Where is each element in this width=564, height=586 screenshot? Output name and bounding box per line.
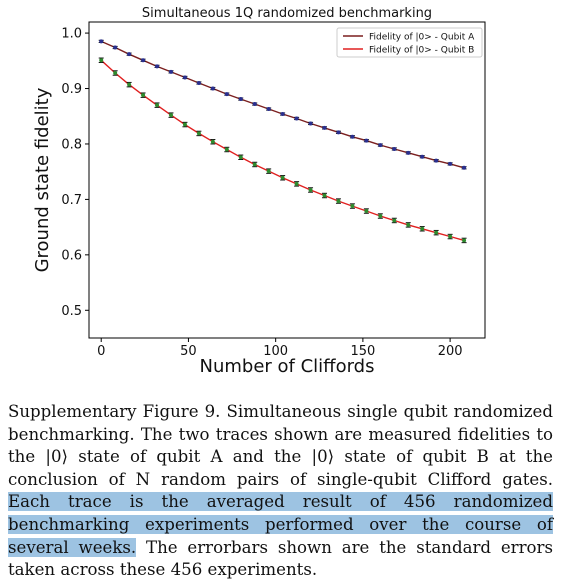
y-axis-label: Ground state fidelity (32, 87, 53, 272)
caption-text: Supplementary Figure 9. Simultaneous sin… (8, 402, 553, 489)
figure-caption: Supplementary Figure 9. Simultaneous sin… (8, 401, 553, 582)
y-tick-label: 0.5 (61, 304, 82, 319)
data-point (252, 102, 257, 107)
data-point (210, 139, 215, 144)
data-point (196, 80, 201, 85)
y-tick-label: 1.0 (61, 27, 82, 42)
data-point (224, 147, 229, 152)
x-tick-label: 0 (97, 344, 105, 359)
data-point (168, 69, 173, 74)
data-point (127, 82, 132, 87)
caption-text-end: The errorbars shown are the standard err… (8, 537, 553, 580)
chart-title: Simultaneous 1Q randomized benchmarking (142, 6, 432, 21)
data-point (462, 238, 467, 243)
x-tick-label: 100 (263, 344, 288, 359)
data-point (224, 92, 229, 97)
data-point (406, 222, 411, 227)
y-tick-label: 0.9 (61, 82, 82, 97)
data-point (420, 226, 425, 231)
data-point (210, 86, 215, 91)
series-qubit-a (98, 39, 467, 170)
data-point (280, 175, 285, 180)
legend-label-qubit-b: Fidelity of |0> - Qubit B (369, 46, 474, 56)
data-point (448, 161, 453, 166)
data-point (308, 187, 313, 192)
legend-label-qubit-a: Fidelity of |0> - Qubit A (369, 33, 475, 43)
data-point (99, 39, 104, 44)
data-point (448, 234, 453, 239)
data-point (155, 103, 160, 108)
data-point (168, 113, 173, 118)
data-point (378, 214, 383, 219)
data-point (322, 193, 327, 198)
x-axis-label: Number of Cliffords (200, 356, 375, 377)
data-point (462, 165, 467, 170)
data-point (378, 143, 383, 148)
data-point (364, 138, 369, 143)
data-point (392, 146, 397, 151)
data-point (336, 130, 341, 135)
y-tick-label: 0.8 (61, 137, 82, 152)
data-point (350, 204, 355, 209)
x-tick-label: 50 (180, 344, 197, 359)
y-tick-label: 0.6 (61, 248, 82, 263)
fit-line-qubit-b (100, 59, 465, 242)
data-point (266, 169, 271, 174)
data-point (182, 75, 187, 80)
data-point (336, 199, 341, 204)
legend-box (336, 27, 483, 58)
data-point (308, 121, 313, 126)
data-point (434, 158, 439, 163)
legend: Fidelity of |0> - Qubit A Fidelity of |0… (336, 27, 483, 58)
figure: Simultaneous 1Q randomized benchmarking … (32, 6, 486, 377)
series-qubit-b (98, 57, 467, 244)
data-point (141, 58, 146, 63)
data-point (113, 71, 118, 76)
plot-area (88, 21, 486, 339)
data-point (266, 107, 271, 112)
data-point (350, 134, 355, 139)
data-point (155, 64, 160, 69)
data-point (182, 122, 187, 127)
data-point (392, 218, 397, 223)
data-point (238, 97, 243, 102)
data-point (196, 131, 201, 136)
data-point (364, 209, 369, 214)
y-tick-label: 0.7 (61, 193, 82, 208)
data-point (294, 181, 299, 186)
data-point (113, 45, 118, 50)
data-point (238, 155, 243, 160)
data-point (99, 58, 104, 63)
fidelity-chart: Simultaneous 1Q randomized benchmarking … (32, 6, 486, 377)
data-point (252, 162, 257, 167)
data-point (322, 125, 327, 130)
data-point (406, 150, 411, 155)
data-point (434, 230, 439, 235)
data-point (141, 93, 146, 98)
data-point (127, 52, 132, 57)
data-point (294, 116, 299, 121)
x-tick-label: 150 (350, 344, 375, 359)
data-point (420, 154, 425, 159)
x-tick-label: 200 (438, 344, 463, 359)
data-point (280, 112, 285, 117)
